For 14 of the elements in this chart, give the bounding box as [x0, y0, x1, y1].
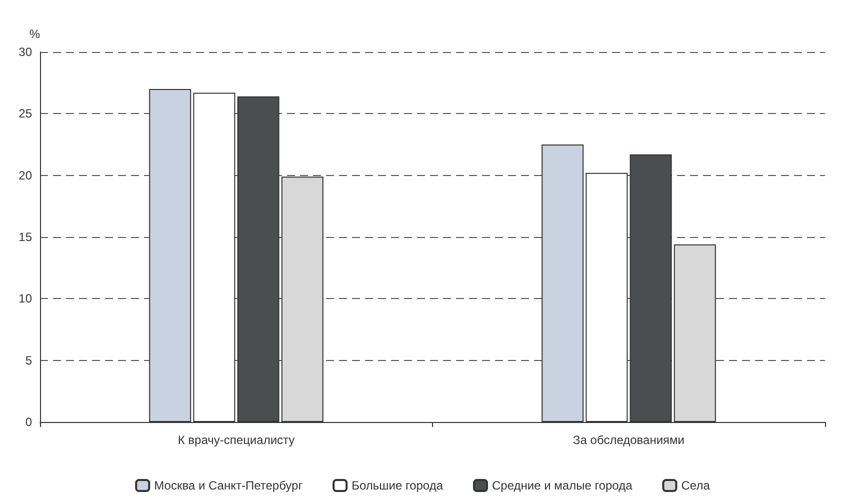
y-tick-label: 25 — [18, 106, 32, 121]
x-tick-label: К врачу-специалисту — [178, 433, 295, 447]
legend-label: Села — [681, 478, 710, 492]
y-tick-label: 20 — [18, 168, 32, 182]
y-tick-label: 10 — [18, 292, 32, 306]
y-tick-label: 5 — [25, 353, 32, 368]
legend-label: Москва и Санкт-Петербург — [154, 478, 304, 492]
y-tick-label: 30 — [18, 45, 32, 59]
y-axis-title: % — [29, 27, 40, 41]
legend-label: Большие города — [352, 478, 444, 492]
y-tick-label: 15 — [18, 230, 32, 244]
x-tick-label: За обследованиями — [573, 433, 684, 447]
y-tick-label: 0 — [25, 415, 32, 429]
legend-label: Средние и малые города — [492, 478, 633, 492]
